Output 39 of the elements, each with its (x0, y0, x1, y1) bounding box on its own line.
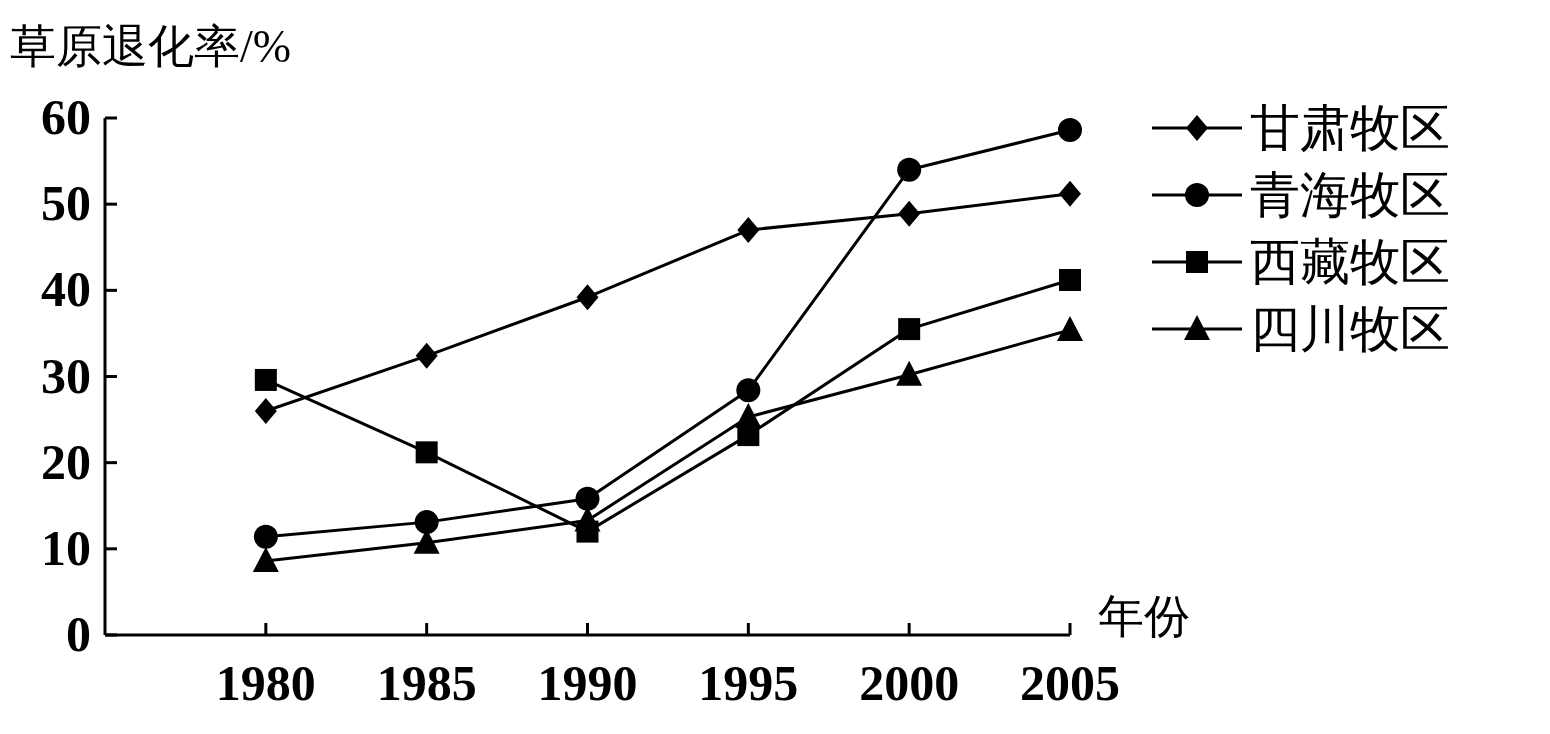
x-tick-label: 1995 (698, 655, 799, 711)
point (896, 360, 923, 386)
y-tick-label: 30 (41, 347, 91, 404)
point (576, 284, 599, 311)
point (898, 318, 921, 341)
legend-label: 四川牧区 (1250, 301, 1450, 357)
point (898, 200, 921, 227)
y-tick-label: 40 (41, 261, 91, 318)
point (254, 368, 277, 391)
y-tick-label: 10 (41, 519, 91, 576)
point (575, 486, 600, 511)
point (414, 510, 439, 535)
point (254, 397, 277, 424)
x-tick-label: 1980 (215, 655, 316, 711)
x-tick-label: 1985 (376, 655, 477, 711)
y-tick-label: 0 (66, 606, 91, 662)
point (253, 524, 278, 549)
point (736, 378, 761, 403)
point (1058, 118, 1082, 143)
point (415, 441, 438, 464)
legend-label: 西藏牧区 (1250, 234, 1450, 290)
point (1057, 315, 1083, 341)
y-axis-title: 草原退化率/% (10, 21, 292, 72)
x-tick-label: 2000 (859, 655, 960, 711)
point (735, 403, 762, 428)
point (897, 157, 922, 182)
x-tick-label: 1990 (537, 655, 638, 711)
point (1059, 268, 1081, 291)
point (1059, 180, 1081, 207)
point (252, 546, 279, 572)
x-tick-label: 2005 (1020, 655, 1120, 711)
point (415, 342, 438, 369)
legend-label: 甘肃牧区 (1250, 100, 1450, 156)
point (737, 217, 760, 244)
y-tick-label: 60 (41, 89, 91, 145)
x-axis-title: 年份 (1098, 591, 1190, 642)
y-tick-label: 50 (41, 175, 91, 232)
y-tick-label: 20 (41, 433, 91, 490)
legend-label: 青海牧区 (1250, 167, 1450, 223)
